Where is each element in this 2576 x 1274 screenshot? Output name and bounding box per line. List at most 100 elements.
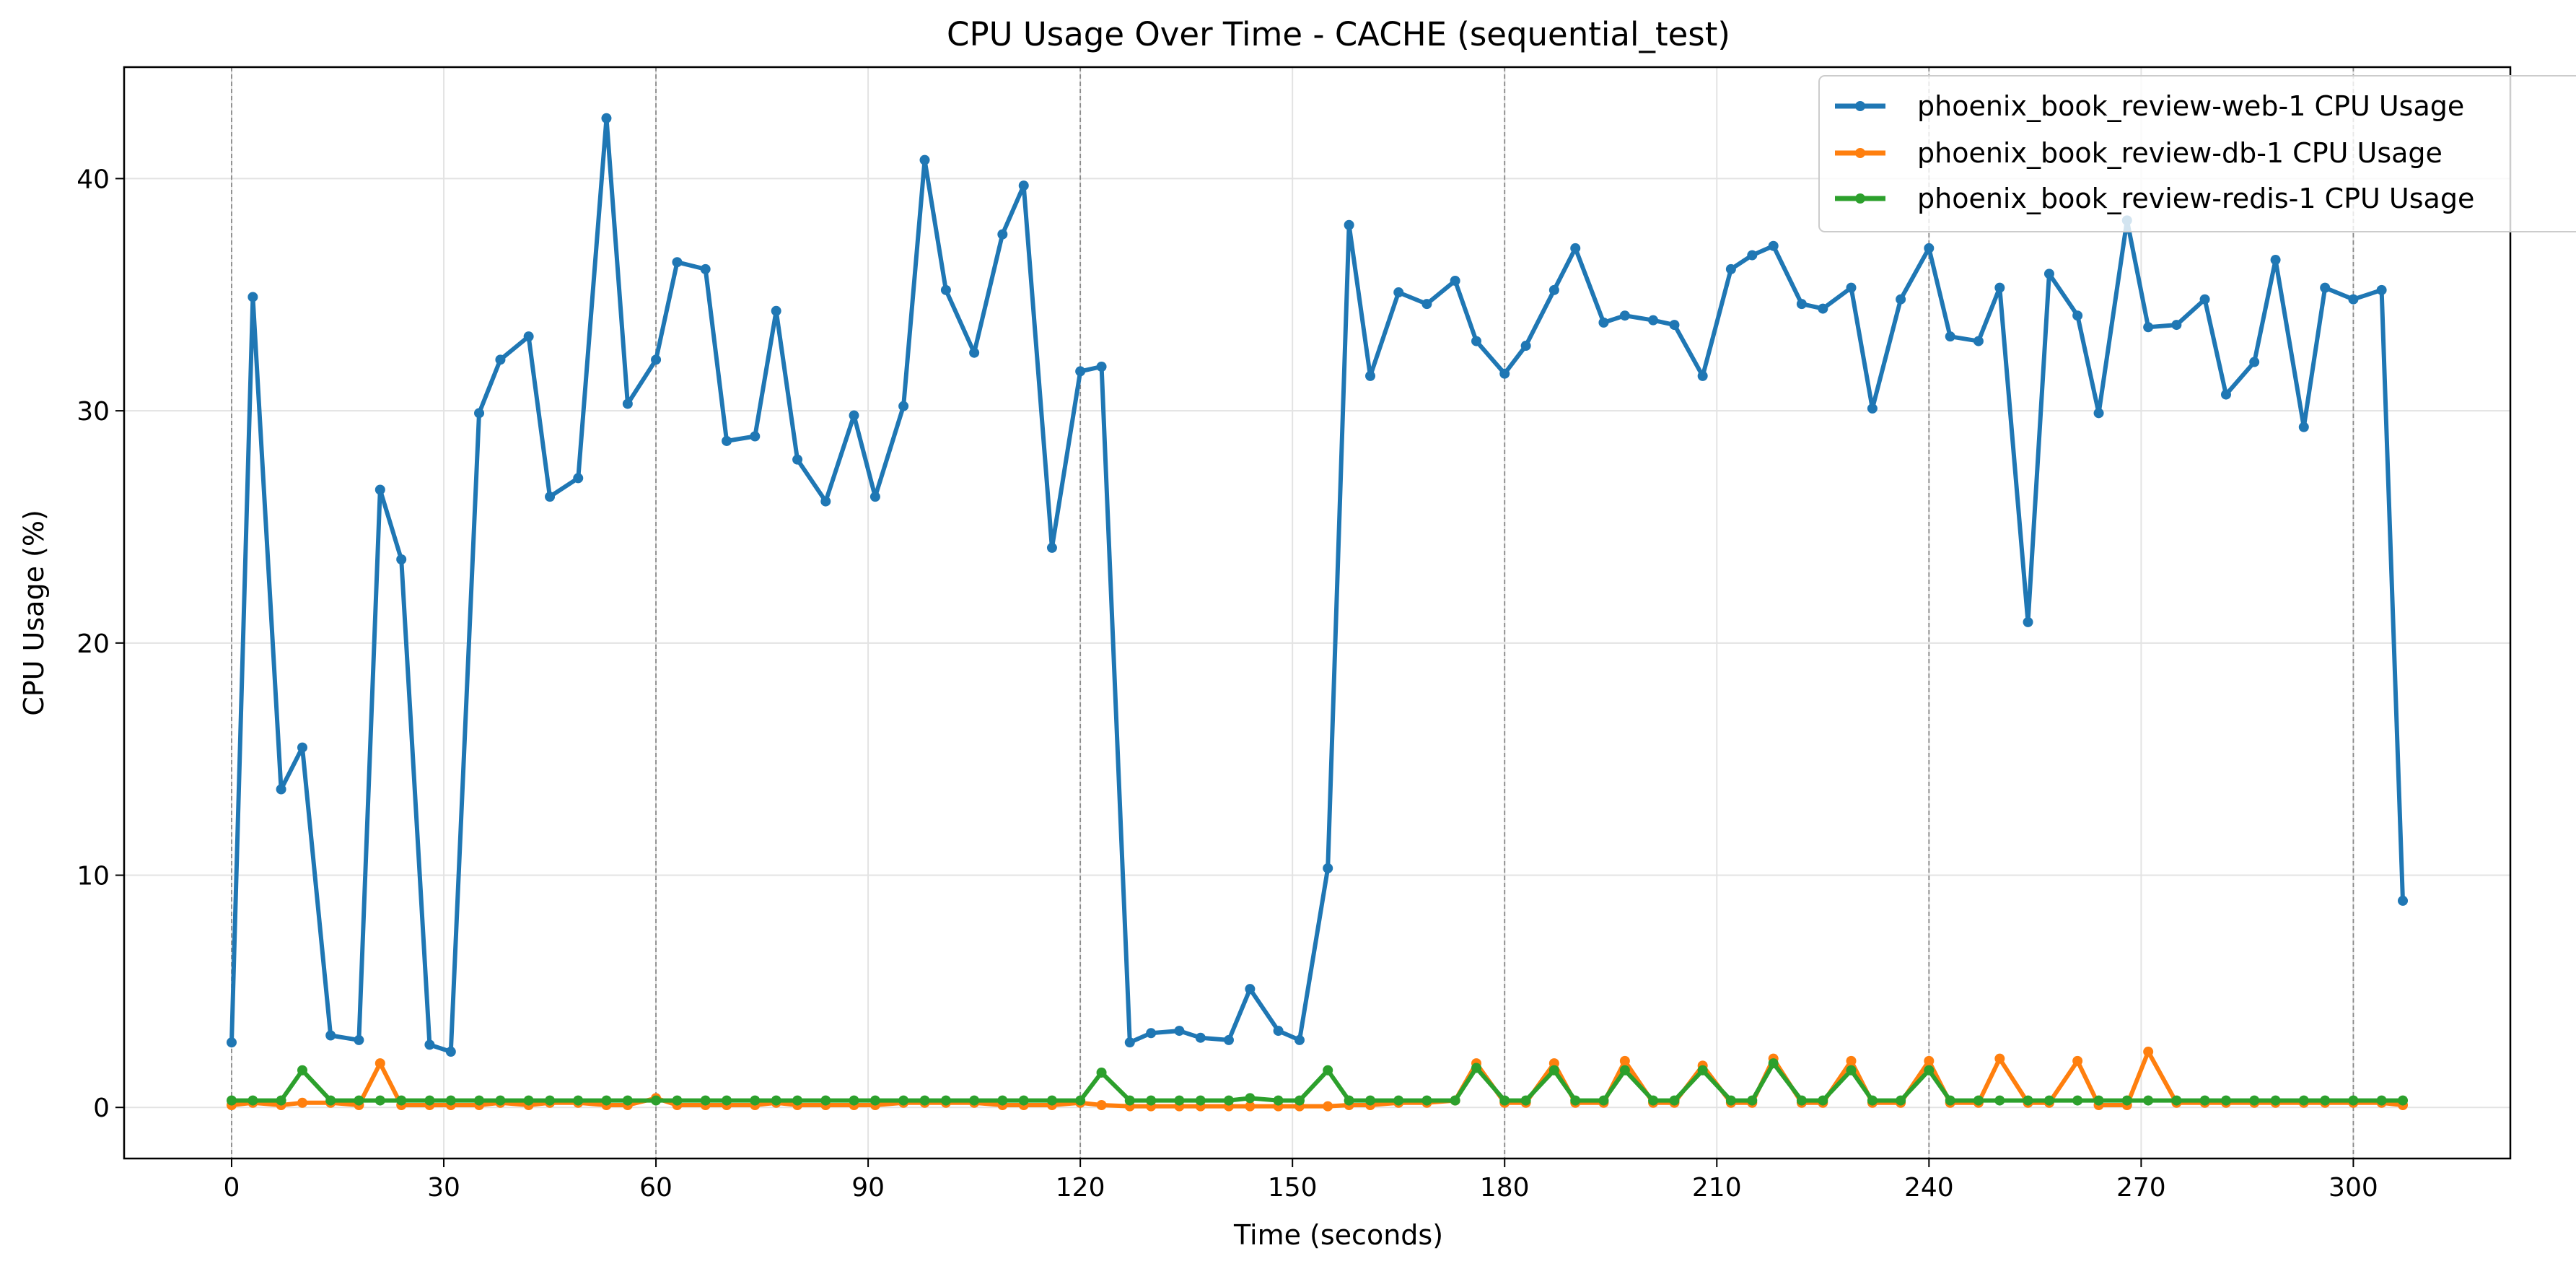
- data-point-redis: [424, 1095, 435, 1106]
- data-point-web: [1046, 542, 1057, 553]
- x-tick-label: 300: [2329, 1173, 2378, 1203]
- data-point-web: [1471, 336, 1482, 346]
- data-point-redis: [700, 1095, 711, 1106]
- data-point-web: [2093, 408, 2104, 419]
- data-point-db: [2143, 1047, 2154, 1057]
- series-web: [226, 113, 2409, 1057]
- data-point-redis: [1818, 1095, 1828, 1106]
- data-point-db: [1846, 1055, 1857, 1066]
- data-point-web: [622, 398, 633, 409]
- data-point-web: [2171, 320, 2182, 331]
- data-point-web: [1867, 403, 1878, 414]
- data-point-redis: [771, 1095, 781, 1106]
- data-point-web: [2320, 282, 2331, 293]
- data-point-redis: [374, 1095, 385, 1106]
- data-point-web: [2398, 895, 2409, 906]
- x-tick-label: 210: [1692, 1173, 1742, 1203]
- data-point-web: [1195, 1032, 1206, 1043]
- data-point-redis: [1548, 1065, 1559, 1076]
- data-point-redis: [2320, 1095, 2331, 1106]
- data-point-web: [1096, 361, 1107, 372]
- data-point-redis: [2093, 1095, 2104, 1106]
- data-point-web: [474, 408, 485, 419]
- data-point-redis: [869, 1095, 880, 1106]
- data-point-redis: [247, 1095, 258, 1106]
- data-point-web: [1273, 1026, 1284, 1037]
- data-point-web: [247, 292, 258, 302]
- data-point-db: [1548, 1058, 1559, 1069]
- data-point-web: [898, 401, 909, 411]
- data-point-web: [651, 354, 662, 365]
- data-point-db: [297, 1097, 307, 1108]
- data-point-redis: [1294, 1095, 1305, 1106]
- y-tick-label: 0: [93, 1094, 110, 1123]
- data-point-web: [2023, 616, 2033, 627]
- data-point-web: [424, 1039, 435, 1050]
- data-point-redis: [1619, 1065, 1630, 1076]
- data-point-web: [396, 554, 407, 565]
- data-point-redis: [445, 1095, 456, 1106]
- data-point-redis: [1046, 1095, 1057, 1106]
- data-point-redis: [545, 1095, 556, 1106]
- data-point-web: [226, 1037, 237, 1048]
- data-point-web: [1697, 370, 1708, 381]
- y-tick-label: 20: [76, 629, 110, 659]
- x-tick-label: 30: [427, 1173, 460, 1203]
- data-point-redis: [1174, 1095, 1185, 1106]
- series-line-web: [229, 115, 2405, 1054]
- data-point-web: [1365, 370, 1376, 381]
- data-point-web: [722, 435, 732, 446]
- data-point-redis: [750, 1095, 761, 1106]
- data-point-redis: [792, 1095, 803, 1106]
- data-point-web: [573, 473, 584, 484]
- x-tick-label: 270: [2116, 1173, 2166, 1203]
- x-tick-label: 180: [1480, 1173, 1530, 1203]
- data-point-web: [1294, 1034, 1305, 1045]
- data-point-redis: [1393, 1095, 1404, 1106]
- y-tick-label: 40: [76, 165, 110, 194]
- data-point-redis: [2398, 1095, 2409, 1106]
- x-tick-label: 0: [224, 1173, 240, 1203]
- data-point-web: [869, 492, 880, 502]
- data-point-redis: [1075, 1095, 1086, 1106]
- data-point-redis: [297, 1065, 307, 1076]
- data-point-redis: [2270, 1095, 2281, 1106]
- data-point-redis: [1096, 1067, 1107, 1078]
- data-point-web: [601, 113, 612, 123]
- data-point-redis: [722, 1095, 732, 1106]
- data-point-web: [1973, 336, 1984, 346]
- legend-marker-redis: [1855, 193, 1865, 204]
- data-point-web: [1669, 320, 1680, 331]
- data-point-web: [1747, 250, 1758, 261]
- data-point-web: [495, 354, 506, 365]
- series-redis: [226, 1058, 2409, 1106]
- legend-frame: [1818, 75, 2576, 232]
- data-point-web: [2376, 284, 2387, 295]
- data-point-web: [940, 284, 951, 295]
- data-point-web: [820, 496, 831, 507]
- data-point-redis: [1598, 1095, 1609, 1106]
- data-point-redis: [898, 1095, 909, 1106]
- data-point-web: [792, 454, 803, 465]
- x-axis-label: Time (seconds): [1233, 1219, 1443, 1251]
- data-point-web: [2199, 294, 2210, 305]
- data-point-web: [374, 484, 385, 495]
- data-point-web: [1223, 1034, 1234, 1045]
- data-point-web: [1075, 366, 1086, 377]
- data-point-redis: [969, 1095, 980, 1106]
- data-point-redis: [2143, 1095, 2154, 1106]
- data-point-web: [445, 1047, 456, 1057]
- chart-title: CPU Usage Over Time - CACHE (sequential_…: [947, 15, 1730, 53]
- data-point-web: [672, 257, 683, 268]
- x-tick-label: 90: [851, 1173, 885, 1203]
- data-point-redis: [1846, 1065, 1857, 1076]
- data-point-redis: [1124, 1095, 1135, 1106]
- data-point-web: [2043, 269, 2054, 279]
- data-point-web: [750, 431, 761, 442]
- data-point-web: [919, 154, 930, 165]
- data-point-redis: [276, 1095, 286, 1106]
- data-point-web: [2220, 389, 2231, 400]
- x-tick-label: 240: [1904, 1173, 1954, 1203]
- data-point-redis: [396, 1095, 407, 1106]
